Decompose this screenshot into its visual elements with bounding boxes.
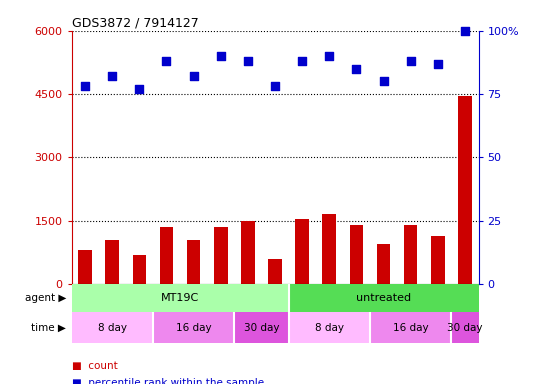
Bar [106, 240, 119, 284]
Text: MT19C: MT19C [161, 293, 199, 303]
Bar [160, 227, 173, 284]
Point [406, 58, 415, 64]
Bar [295, 219, 309, 284]
Bar [350, 225, 363, 284]
FancyBboxPatch shape [289, 284, 478, 312]
Text: 16 day: 16 day [176, 323, 211, 333]
FancyBboxPatch shape [234, 312, 289, 343]
Text: ■  count: ■ count [72, 361, 117, 371]
Point [379, 78, 388, 84]
Bar [404, 225, 417, 284]
Bar [458, 96, 472, 284]
Point [325, 53, 334, 59]
Bar [268, 259, 282, 284]
Point [460, 28, 469, 34]
Bar [377, 244, 390, 284]
FancyBboxPatch shape [452, 312, 478, 343]
Bar [187, 240, 200, 284]
FancyBboxPatch shape [153, 312, 234, 343]
Bar [431, 236, 444, 284]
Point [298, 58, 306, 64]
Text: 8 day: 8 day [315, 323, 344, 333]
Point [216, 53, 225, 59]
Point [162, 58, 171, 64]
Text: untreated: untreated [356, 293, 411, 303]
FancyBboxPatch shape [370, 312, 452, 343]
Bar [214, 227, 228, 284]
Point [81, 83, 90, 89]
Point [433, 61, 442, 67]
Point [244, 58, 252, 64]
Text: 30 day: 30 day [244, 323, 279, 333]
FancyBboxPatch shape [289, 312, 370, 343]
Text: time ▶: time ▶ [31, 323, 66, 333]
Text: 30 day: 30 day [447, 323, 483, 333]
Point [271, 83, 279, 89]
Text: 16 day: 16 day [393, 323, 428, 333]
Point [108, 73, 117, 79]
Text: agent ▶: agent ▶ [25, 293, 66, 303]
Text: GDS3872 / 7914127: GDS3872 / 7914127 [72, 17, 198, 30]
Bar [241, 221, 255, 284]
Point [135, 86, 144, 92]
Text: ■  percentile rank within the sample: ■ percentile rank within the sample [72, 378, 263, 384]
Bar [78, 250, 92, 284]
Text: 8 day: 8 day [98, 323, 126, 333]
Point [352, 66, 361, 72]
Bar [322, 214, 336, 284]
FancyBboxPatch shape [72, 284, 289, 312]
Point [189, 73, 198, 79]
Bar [133, 255, 146, 284]
FancyBboxPatch shape [72, 312, 153, 343]
